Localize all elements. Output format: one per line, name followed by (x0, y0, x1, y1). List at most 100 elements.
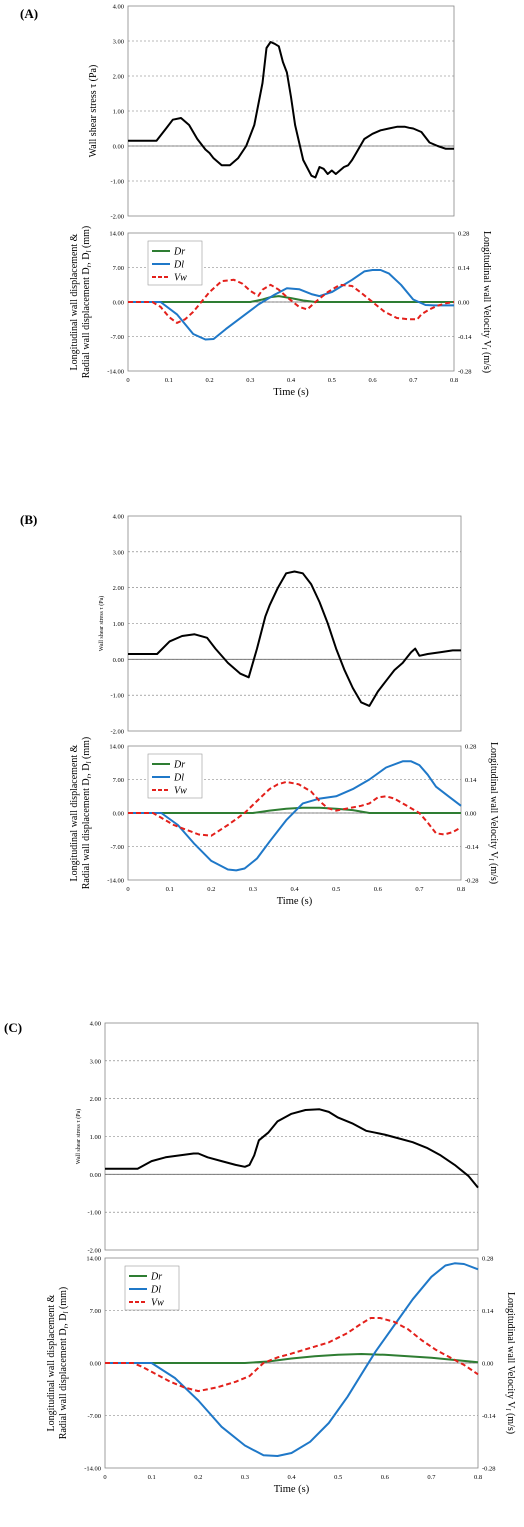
y-tick-label: 1.00 (113, 621, 124, 628)
y-tick-label: -1.00 (110, 179, 124, 186)
series-line-tau (105, 1108, 479, 1189)
plot-area-frame (104, 1022, 479, 1251)
chart-3: 4.00 3.00 2.00 1.00 0.00 -1.00 -2.00 Wall shear… (98, 514, 462, 736)
x-tick-label: 0.1 (148, 1474, 156, 1481)
y-tick-label: 2.00 (90, 1096, 101, 1103)
panel-label-a: (A) (20, 6, 39, 21)
x-tick-label: 0.6 (381, 1474, 390, 1481)
legend: Dr Dl Vw (147, 753, 203, 799)
x-tick-label: 0.3 (249, 886, 257, 893)
y-tick-label: 1.00 (113, 109, 124, 116)
y2-tick-label: 0.14 (482, 1308, 494, 1315)
y-axis-title: Wall shear stress τ (Pa) (88, 65, 99, 158)
y-axis-title: Wall shear stress τ (Pa) (75, 1109, 82, 1165)
panel-label-c: (C) (4, 1020, 23, 1035)
series-line-dl (128, 269, 454, 341)
y-tick-label: 14.00 (86, 1256, 101, 1263)
y2-tick-label: -0.28 (465, 878, 479, 885)
y-tick-label: 2.00 (113, 585, 124, 592)
y-tick-label: 7.00 (113, 777, 124, 784)
series-line-vw (128, 278, 455, 324)
y2-tick-label: 0.14 (465, 777, 477, 784)
legend-label-vw: Vw (174, 786, 187, 797)
y-tick-label: -14.00 (107, 369, 124, 376)
x-tick-label: 0.3 (246, 377, 254, 384)
y-axis-title-line1: Longitudinal wall displacement & (46, 1294, 57, 1431)
plot-area-frame (127, 5, 455, 217)
y-tick-label: 14.00 (109, 744, 124, 751)
x-tick-label: 0.2 (207, 886, 215, 893)
y-axis-title-line2: Radial wall displacement Dr, Dl (mm) (81, 226, 93, 378)
legend-label-dl: Dl (150, 1285, 161, 1296)
y2-axis-title: Longitudinal wall Velocity Vl (m/s) (487, 742, 499, 884)
y-tick-label: -14.00 (84, 1466, 101, 1473)
y2-tick-label: 0.28 (465, 744, 476, 751)
series-line-dl (128, 760, 462, 872)
series-line-dl (105, 1262, 479, 1457)
chart-6: 14.00 7.00 0.00 -7.00 -14.00 0.28 0.14 0.00 -0.1… (46, 1256, 516, 1496)
x-tick-label: 0.5 (332, 886, 340, 893)
x-tick-label: 0.2 (205, 377, 213, 384)
x-tick-label: 0.1 (166, 886, 174, 893)
y-tick-label: -2.00 (110, 214, 124, 221)
x-tick-label: 0.4 (287, 1474, 296, 1481)
y2-tick-label: 0.14 (458, 265, 470, 272)
x-tick-label: 0.7 (427, 1474, 436, 1481)
y-tick-label: 0.00 (90, 1172, 101, 1179)
legend: Dr Dl Vw (147, 240, 203, 286)
legend-box (147, 753, 203, 799)
legend-label-dl: Dl (173, 260, 184, 271)
y-tick-label: -7.00 (110, 844, 124, 851)
y-tick-label: -2.00 (110, 729, 124, 736)
y2-tick-label: 0.28 (482, 1256, 493, 1263)
chart-2: 14.00 7.00 0.00 -7.00 -14.00 0.28 0.14 0.00 -0.1… (69, 226, 492, 398)
y-tick-label: -7.00 (110, 334, 124, 341)
x-tick-label: 0 (126, 886, 129, 893)
x-tick-label: 0.5 (334, 1474, 342, 1481)
y2-tick-label: -0.14 (458, 334, 472, 341)
x-tick-label: 0.8 (457, 886, 465, 893)
x-axis-title: Time (s) (273, 387, 309, 398)
x-tick-label: 0.1 (165, 377, 173, 384)
x-tick-label: 0.5 (328, 377, 336, 384)
y-axis-title-line1: Longitudinal wall displacement & (69, 744, 80, 881)
x-tick-label: 0.8 (450, 377, 458, 384)
y-tick-label: 0.00 (113, 300, 124, 307)
y-tick-label: -1.00 (87, 1210, 101, 1217)
y-tick-label: -1.00 (110, 693, 124, 700)
y2-tick-label: -0.14 (482, 1413, 496, 1420)
x-tick-label: 0.2 (194, 1474, 202, 1481)
y-axis-title-line1: Longitudinal wall displacement & (69, 233, 80, 370)
x-tick-label: 0.8 (474, 1474, 482, 1481)
legend-label-dr: Dr (173, 247, 185, 258)
legend-label-dr: Dr (150, 1272, 162, 1283)
y2-tick-label: 0.00 (458, 300, 469, 307)
x-tick-label: 0 (126, 377, 129, 384)
y-tick-label: -7.00 (87, 1413, 101, 1420)
y-tick-label: 3.00 (90, 1058, 101, 1065)
y-axis-title-line2: Radial wall displacement Dr, Dl (mm) (81, 737, 93, 889)
y-tick-label: 4.00 (90, 1021, 101, 1028)
chart-4: 14.00 7.00 0.00 -7.00 -14.00 0.28 0.14 0.00 -0.1… (69, 737, 499, 907)
x-tick-label: 0.6 (368, 377, 377, 384)
y2-axis-title: Longitudinal wall Velocity Vl (m/s) (480, 231, 492, 373)
legend: Dr Dl Vw (124, 1265, 180, 1311)
x-tick-label: 0.6 (374, 886, 383, 893)
series-line-tau (128, 41, 454, 179)
y-tick-label: -2.00 (87, 1248, 101, 1255)
y-axis-title-line2: Radial wall displacement Dr, Dl (mm) (58, 1287, 70, 1439)
x-tick-label: 0.7 (415, 886, 424, 893)
x-tick-label: 0.3 (241, 1474, 249, 1481)
y-tick-label: -14.00 (107, 878, 124, 885)
y2-tick-label: 0.00 (465, 811, 476, 818)
x-axis-title: Time (s) (274, 1484, 310, 1495)
x-axis-title: Time (s) (277, 896, 313, 907)
y2-tick-label: -0.28 (482, 1466, 496, 1473)
chart-1: 4.00 3.00 2.00 1.00 0.00 -1.00 -2.00 Wall shear… (88, 4, 455, 221)
y2-tick-label: -0.14 (465, 844, 479, 851)
y2-axis-title: Longitudinal wall Velocity Vl (m/s) (504, 1292, 516, 1434)
x-tick-label: 0 (103, 1474, 106, 1481)
y-tick-label: 0.00 (113, 144, 124, 151)
y-tick-label: 7.00 (113, 265, 124, 272)
